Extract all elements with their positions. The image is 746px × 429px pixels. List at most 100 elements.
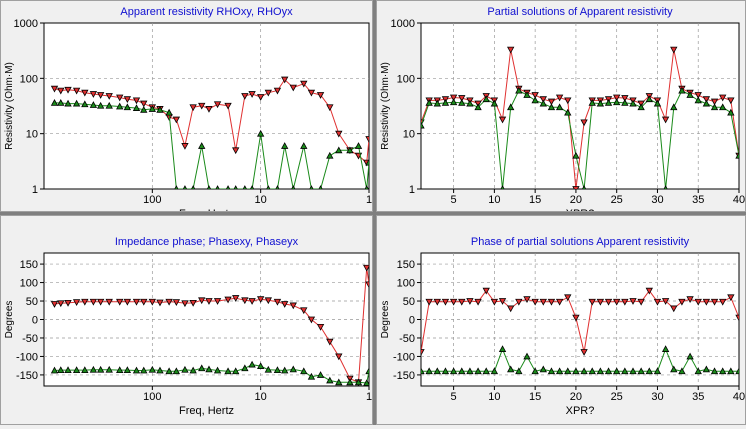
y-axis-label: Resistivity (Ohm·M) bbox=[380, 62, 391, 150]
data-point-yx bbox=[572, 367, 580, 375]
data-point-xy bbox=[490, 298, 499, 306]
x-axis-label: XPR? bbox=[566, 208, 595, 211]
data-point-xy bbox=[449, 298, 458, 306]
x-tick-label: 10 bbox=[255, 194, 267, 206]
data-point-yx bbox=[621, 99, 629, 106]
data-point-yx bbox=[719, 103, 727, 111]
data-point-RHOxy bbox=[72, 87, 81, 95]
x-tick-label: 20 bbox=[570, 194, 582, 206]
data-point-Phasexy bbox=[50, 301, 59, 308]
data-point-yx bbox=[507, 365, 515, 373]
data-point-Phasexy bbox=[89, 298, 98, 306]
data-point-RHOyx bbox=[89, 101, 98, 108]
data-point-RHOxy bbox=[81, 89, 89, 97]
data-point-yx bbox=[613, 98, 621, 106]
data-point-yx bbox=[637, 367, 645, 375]
data-point-yx bbox=[629, 367, 637, 375]
data-point-Phaseyx bbox=[89, 365, 98, 373]
data-point-xy bbox=[572, 314, 580, 322]
data-point-RHOyx bbox=[191, 185, 196, 189]
data-point-RHOyx bbox=[96, 101, 105, 109]
horizontal-splitter[interactable] bbox=[0, 212, 746, 215]
data-point-RHOxy bbox=[123, 96, 132, 104]
data-point-Phaseyx bbox=[264, 365, 272, 373]
data-point-Phaseyx bbox=[148, 365, 157, 373]
data-point-xy bbox=[507, 46, 515, 54]
data-point-RHOxy bbox=[64, 86, 72, 94]
data-point-Phasexy bbox=[241, 297, 249, 305]
data-point-yx bbox=[474, 367, 482, 375]
data-point-Phaseyx bbox=[57, 366, 65, 374]
x-tick-label: 1 bbox=[366, 391, 372, 403]
data-point-Phaseyx bbox=[241, 364, 249, 372]
series-group bbox=[421, 287, 739, 375]
data-point-RHOyx bbox=[249, 185, 255, 189]
data-point-yx bbox=[547, 103, 556, 111]
data-point-xy bbox=[539, 298, 547, 306]
data-point-xy bbox=[596, 298, 605, 306]
data-point-RHOyx bbox=[354, 142, 363, 149]
data-point-xy bbox=[629, 298, 637, 305]
data-point-RHOyx bbox=[105, 101, 113, 109]
y-tick-label: 50 bbox=[26, 296, 38, 308]
data-point-yx bbox=[629, 99, 637, 107]
data-point-RHOxy bbox=[198, 102, 206, 110]
x-tick-label: 20 bbox=[570, 391, 582, 403]
data-point-Phaseyx bbox=[335, 378, 343, 386]
data-point-RHOyx bbox=[182, 185, 188, 189]
data-point-xy bbox=[645, 287, 653, 295]
chart-title: Apparent resistivity RHOxy, RHOyx bbox=[120, 6, 293, 18]
data-point-RHOyx bbox=[148, 105, 157, 112]
data-point-Phaseyx bbox=[346, 378, 354, 386]
y-tick-label: 50 bbox=[403, 296, 415, 308]
data-point-yx bbox=[637, 103, 645, 111]
x-tick-label: 5 bbox=[451, 194, 457, 206]
data-point-yx bbox=[604, 99, 613, 106]
data-point-Phaseyx bbox=[156, 366, 164, 374]
data-point-xy bbox=[613, 94, 621, 102]
data-point-Phaseyx bbox=[307, 372, 316, 380]
data-point-xy bbox=[653, 298, 662, 306]
data-point-Phasexy bbox=[148, 298, 157, 306]
data-point-xy bbox=[498, 116, 507, 124]
data-point-xy bbox=[547, 298, 556, 306]
data-point-Phaseyx bbox=[354, 378, 363, 386]
data-point-yx bbox=[727, 108, 735, 116]
y-tick-label: -150 bbox=[393, 370, 415, 382]
data-point-RHOxy bbox=[316, 92, 325, 99]
data-point-RHOxy bbox=[224, 102, 232, 110]
y-tick-label: -100 bbox=[16, 351, 38, 363]
data-point-xy bbox=[588, 298, 596, 306]
data-point-yx bbox=[421, 121, 425, 129]
y-tick-label: -150 bbox=[16, 370, 38, 382]
data-point-xy bbox=[441, 298, 450, 306]
data-point-Phaseyx bbox=[365, 367, 369, 375]
data-point-Phasexy bbox=[181, 300, 189, 308]
data-point-xy bbox=[735, 314, 739, 322]
data-point-yx bbox=[653, 367, 662, 375]
data-point-RHOyx bbox=[346, 146, 354, 154]
data-point-xy bbox=[564, 97, 572, 105]
data-point-xy bbox=[421, 349, 425, 356]
data-point-Phaseyx bbox=[72, 366, 81, 374]
data-point-yx bbox=[694, 96, 702, 104]
data-point-RHOyx bbox=[309, 185, 314, 189]
data-point-Phasexy bbox=[205, 298, 213, 305]
data-point-Phaseyx bbox=[248, 360, 256, 368]
x-tick-label: 100 bbox=[143, 391, 161, 403]
data-point-xy bbox=[661, 116, 670, 124]
chart-phase-partial-solutions: -150 -100 -50 0 50 100 150 5 10 15 20 25 30 35 40 Phase… bbox=[380, 236, 745, 417]
data-point-yx bbox=[441, 99, 450, 106]
data-point-RHOyx bbox=[123, 103, 132, 111]
data-point-Phaseyx bbox=[256, 362, 265, 369]
x-tick-label: 25 bbox=[611, 391, 623, 403]
data-point-Phasexy bbox=[335, 353, 343, 361]
data-point-xy bbox=[482, 287, 490, 295]
data-point-Phasexy bbox=[213, 298, 222, 305]
data-point-yx bbox=[670, 103, 678, 111]
x-tick-label: 40 bbox=[733, 194, 745, 206]
data-point-RHOxy bbox=[140, 100, 148, 108]
data-point-Phaseyx bbox=[81, 366, 89, 374]
data-point-Phasexy bbox=[248, 298, 256, 305]
y-axis-label: Resistivity (Ohm·M) bbox=[4, 62, 15, 150]
